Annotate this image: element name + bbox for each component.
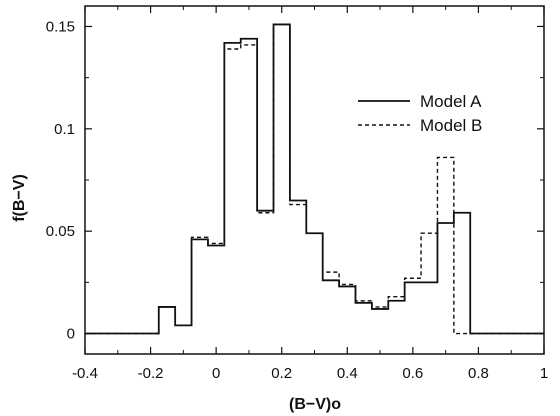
legend: Model A Model B — [358, 92, 482, 135]
x-tick-label: 0.2 — [271, 365, 292, 382]
legend-label: Model A — [420, 92, 482, 111]
plot-frame — [84, 5, 545, 355]
x-tick-label: 0.8 — [468, 365, 489, 382]
x-axis: -0.4 -0.2 0 0.2 0.4 0.6 0.8 1 — [72, 6, 548, 382]
x-tick-label: -0.4 — [72, 365, 98, 382]
x-tick-label: -0.2 — [138, 365, 164, 382]
y-axis: 0 0.05 0.1 0.15 — [46, 18, 544, 343]
series-model-a-line — [85, 23, 544, 335]
x-axis-label: (B−V)o — [289, 396, 341, 413]
x-tick-label: 1 — [540, 365, 548, 382]
y-tick-label: 0.15 — [46, 18, 75, 35]
x-tick-label: 0.4 — [337, 365, 358, 382]
series-layer — [85, 23, 544, 335]
y-tick-label: 0.05 — [46, 223, 75, 240]
x-tick-label: 0.6 — [402, 365, 423, 382]
y-tick-label: 0.1 — [54, 121, 75, 138]
y-tick-label: 0 — [67, 326, 75, 343]
series-model-b-line — [85, 23, 544, 335]
y-axis-label: f(B−V) — [11, 174, 28, 222]
legend-label: Model B — [420, 116, 482, 135]
plot-area-border — [84, 5, 545, 355]
x-tick-label: 0 — [212, 365, 220, 382]
